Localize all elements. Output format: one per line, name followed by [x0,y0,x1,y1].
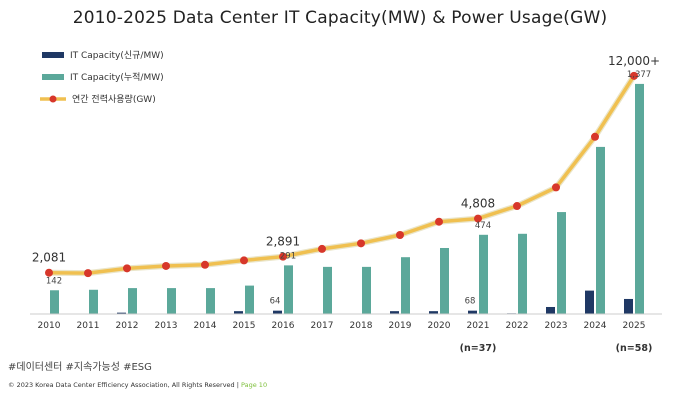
footer-separator: | [234,381,241,389]
bar-new-2023 [546,306,555,314]
bar-new-2016 [273,310,282,314]
x-tick-2014: 2014 [194,321,217,331]
bar-new-2021 [468,310,477,314]
power-point-2014 [201,260,209,269]
x-tick-2017: 2017 [311,321,334,331]
data-label-2016-s2: 2,891 [266,235,300,249]
x-tick-labels: 2010 2011 2012 2013 2014 2015 2016 2017 2018 2019… [38,321,653,354]
bar-cumulative-2021 [479,234,488,314]
data-label-2010-s1: 142 [46,276,62,286]
power-usage-line [45,71,638,278]
hashtags: #데이터센터 #지속가능성 #ESG [8,362,152,373]
bar-cumulative-2020 [440,247,449,314]
power-point-2010 [45,268,53,277]
chart-title: 2010-2025 Data Center IT Capacity(MW) & … [72,8,608,28]
bar-cumulative-2012 [128,288,137,314]
data-label-2025-s2: 12,000+ [608,54,660,68]
x-tick-2016: 2016 [272,321,295,331]
data-label-2016-s0: 64 [270,297,281,307]
power-point-2012 [123,264,131,273]
bar-new-2019 [390,311,399,314]
legend-label-new: IT Capacity(신규/MW) [70,50,164,61]
power-point-2021 [474,214,482,223]
copyright-text: © 2023 Korea Data Center Efficiency Asso… [8,381,235,389]
data-label-2016-s1: 291 [280,251,296,261]
x-tick-2024: 2024 [584,321,607,331]
data-label-2021-s0: 68 [465,297,476,307]
power-point-2023 [552,183,560,192]
bar-cumulative-2011 [89,289,98,314]
footer: © 2023 Korea Data Center Efficiency Asso… [8,381,267,389]
power-point-2011 [84,269,92,278]
x-tick-2013: 2013 [155,321,178,331]
power-point-2022 [513,202,521,211]
annotation-2025: (n=58) [616,343,653,354]
legend-swatch-cumulative [42,74,64,80]
power-line [48,74,636,275]
bar-cumulative-2014 [206,288,215,314]
bar-new-2025 [624,298,633,314]
power-point-2015 [240,256,248,265]
bar-cumulative-2016 [284,265,293,314]
x-tick-2015: 2015 [233,321,256,331]
bar-new-2012 [117,312,126,314]
power-point-2017 [318,244,326,253]
bar-cumulative-2018 [362,266,371,314]
legend-swatch-new [42,52,64,58]
bar-cumulative-2019 [401,257,410,314]
legend-marker-power [49,95,57,103]
bar-new-2024 [585,290,594,314]
x-tick-2022: 2022 [506,321,529,331]
bar-new-2020 [429,311,438,314]
x-tick-2021: 2021 [467,321,490,331]
power-point-2013 [162,261,170,270]
annotation-2021: (n=37) [460,343,497,354]
power-point-2024 [591,132,599,141]
x-tick-2012: 2012 [116,321,139,331]
data-label-2025-s1: 1,377 [627,70,651,80]
bar-marks [39,83,644,314]
x-tick-2019: 2019 [389,321,412,331]
power-point-2019 [396,231,404,240]
x-tick-2025: 2025 [623,321,646,331]
x-tick-2018: 2018 [350,321,373,331]
page-number: Page 10 [241,381,268,389]
power-point-2025 [630,71,638,80]
x-tick-2011: 2011 [77,321,100,331]
bar-cumulative-2022 [518,233,527,314]
bar-cumulative-2025 [635,83,644,314]
bar-cumulative-2015 [245,285,254,314]
data-label-2021-s2: 4,808 [461,197,495,211]
bar-cumulative-2010 [50,290,59,314]
data-labels: 64 68 142 291 474 1,377 2,081 2,891 4,808 12,000+ [32,54,660,307]
power-point-2020 [435,217,443,226]
x-tick-2010: 2010 [38,321,61,331]
bar-cumulative-2023 [557,212,566,314]
bar-cumulative-2024 [596,146,605,314]
power-point-2016 [279,252,287,261]
bar-cumulative-2017 [323,266,332,314]
legend-label-power: 연간 전력사용량(GW) [72,93,156,105]
x-tick-2020: 2020 [428,321,451,331]
data-label-2021-s1: 474 [475,221,491,231]
legend-label-cumulative: IT Capacity(누적/MW) [70,71,164,83]
bar-cumulative-2013 [167,288,176,314]
power-line-shadow [48,74,637,277]
x-tick-2023: 2023 [545,321,568,331]
chart-legend: IT Capacity(신규/MW) IT Capacity(누적/MW) 연간 전… [40,50,164,105]
data-label-2010-s2: 2,081 [32,251,66,265]
bar-new-2015 [234,311,243,314]
power-point-2018 [357,239,365,248]
